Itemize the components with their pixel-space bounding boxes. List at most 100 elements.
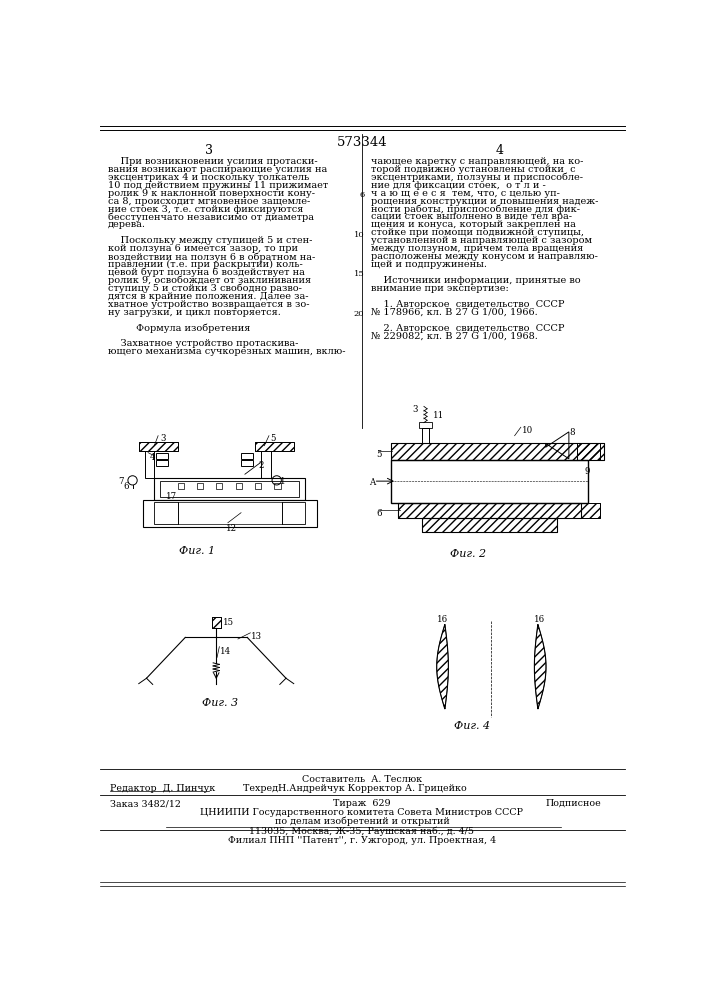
Bar	[235, 483, 242, 489]
Text: хватное устройство возвращается в зо-: хватное устройство возвращается в зо-	[107, 300, 309, 309]
Text: ролик 9, освобождает от заклинивания: ролик 9, освобождает от заклинивания	[107, 276, 311, 285]
Text: внимание при экспертизе:: внимание при экспертизе:	[371, 284, 509, 293]
Text: 15: 15	[223, 618, 233, 627]
Text: эксцентриках 4 и поскольку толкатель: эксцентриках 4 и поскольку толкатель	[107, 173, 309, 182]
Bar	[211, 617, 221, 628]
Text: № 229082, кл. В 27 G 1/00, 1968.: № 229082, кл. В 27 G 1/00, 1968.	[371, 331, 538, 340]
Text: щей и подпружинены.: щей и подпружинены.	[371, 260, 487, 269]
Text: 6: 6	[123, 482, 129, 491]
Bar	[156, 453, 168, 459]
Text: Поскольку между ступицей 5 и стен-: Поскольку между ступицей 5 и стен-	[107, 236, 312, 245]
Bar	[274, 483, 281, 489]
Bar	[154, 502, 177, 524]
Text: 4: 4	[150, 453, 155, 462]
Bar	[160, 481, 299, 497]
Text: Фиг. 1: Фиг. 1	[179, 546, 215, 556]
Bar	[255, 483, 261, 489]
Bar	[421, 518, 557, 532]
Text: 10 под действием пружины 11 прижимает: 10 под действием пружины 11 прижимает	[107, 181, 328, 190]
Text: расположены между конусом и направляю-: расположены между конусом и направляю-	[371, 252, 598, 261]
Text: ролик 9 к наклонной поверхности кону-: ролик 9 к наклонной поверхности кону-	[107, 189, 315, 198]
Text: 8: 8	[569, 428, 575, 437]
Text: бесступенчато независимо от диаметра: бесступенчато независимо от диаметра	[107, 212, 314, 222]
Bar	[580, 503, 600, 518]
Text: Составитель  А. Теслюк: Составитель А. Теслюк	[302, 774, 422, 784]
Text: ч а ю щ е е с я  тем, что, с целью уп-: ч а ю щ е е с я тем, что, с целью уп-	[371, 189, 560, 198]
Text: Захватное устройство протаскива-: Захватное устройство протаскива-	[107, 339, 298, 348]
Text: стойке при помощи подвижной ступицы,: стойке при помощи подвижной ступицы,	[371, 228, 584, 237]
Text: Тираж  629: Тираж 629	[333, 799, 391, 808]
Bar	[398, 503, 580, 518]
Text: вания возникают распирающие усилия на: вания возникают распирающие усилия на	[107, 165, 327, 174]
Text: 12: 12	[226, 524, 237, 533]
Text: 16: 16	[437, 615, 448, 624]
Bar	[139, 442, 177, 451]
Bar	[255, 442, 293, 451]
Text: торой подвижно установлены стойки  с: торой подвижно установлены стойки с	[371, 165, 576, 174]
Text: рощения конструкции и повышения надеж-: рощения конструкции и повышения надеж-	[371, 197, 599, 206]
Bar	[391, 460, 588, 503]
Text: ющего механизма сучкорезных машин, вклю-: ющего механизма сучкорезных машин, вклю-	[107, 347, 345, 356]
Bar	[145, 451, 154, 478]
Bar	[421, 518, 557, 532]
Text: Фиг. 4: Фиг. 4	[454, 721, 490, 731]
Text: При возникновении усилия протаски-: При возникновении усилия протаски-	[107, 157, 317, 166]
Text: цевой бурт ползуна 6 воздействует на: цевой бурт ползуна 6 воздействует на	[107, 268, 305, 277]
Bar	[391, 443, 604, 460]
Bar	[255, 442, 293, 451]
Bar	[241, 453, 253, 459]
Bar	[197, 483, 203, 489]
Text: ну загрузки, и цикл повторяется.: ну загрузки, и цикл повторяется.	[107, 308, 281, 317]
Bar	[156, 460, 168, 466]
Text: 20: 20	[354, 310, 364, 318]
Text: 10: 10	[522, 426, 534, 435]
Text: Формула изобретения: Формула изобретения	[107, 324, 250, 333]
Bar	[577, 443, 600, 460]
Text: кой ползуна 6 имеется зазор, то при: кой ползуна 6 имеется зазор, то при	[107, 244, 298, 253]
Bar	[398, 503, 580, 518]
Text: 573344: 573344	[337, 136, 387, 149]
Text: № 178966, кл. В 27 G 1/00, 1966.: № 178966, кл. В 27 G 1/00, 1966.	[371, 308, 538, 317]
Text: чающее каретку с направляющей, на ко-: чающее каретку с направляющей, на ко-	[371, 157, 583, 166]
Text: дерева.: дерева.	[107, 220, 146, 229]
Text: 6: 6	[377, 509, 382, 518]
Bar	[282, 502, 305, 524]
Text: воздействии на ползун 6 в обратном на-: воздействии на ползун 6 в обратном на-	[107, 252, 315, 262]
Text: 10: 10	[354, 231, 364, 239]
Bar	[421, 428, 429, 443]
Text: 4: 4	[495, 144, 503, 157]
Text: A: A	[369, 478, 375, 487]
Bar	[143, 500, 317, 527]
Text: 5: 5	[271, 434, 276, 443]
Bar	[580, 503, 600, 518]
Bar	[261, 451, 271, 478]
Text: ние стоек 3, т.е. стойки фиксируются: ние стоек 3, т.е. стойки фиксируются	[107, 205, 303, 214]
Bar	[139, 442, 177, 451]
Text: эксцентриками, ползуны и приспособле-: эксцентриками, ползуны и приспособле-	[371, 173, 583, 182]
Text: 13: 13	[251, 632, 262, 641]
Text: 2. Авторское  свидетельство  СССР: 2. Авторское свидетельство СССР	[371, 324, 565, 333]
Text: 5: 5	[377, 450, 382, 459]
Text: по делам изобретений и открытий: по делам изобретений и открытий	[274, 817, 450, 826]
Text: Фиг. 3: Фиг. 3	[202, 698, 238, 708]
Text: 17: 17	[166, 492, 177, 501]
Text: Подписное: Подписное	[546, 799, 602, 808]
Text: 9: 9	[585, 466, 590, 476]
Text: правлении (т.е. при раскрытии) коль-: правлении (т.е. при раскрытии) коль-	[107, 260, 303, 269]
Bar	[216, 483, 223, 489]
Text: 3: 3	[204, 144, 213, 157]
Bar	[577, 443, 600, 460]
Text: 1. Авторское  свидетельство  СССР: 1. Авторское свидетельство СССР	[371, 300, 565, 309]
Text: Филиал ПНП ''Патент'', г. Ужгород, ул. Проектная, 4: Филиал ПНП ''Патент'', г. Ужгород, ул. П…	[228, 836, 496, 845]
Text: ние для фиксации стоек,  о т л и -: ние для фиксации стоек, о т л и -	[371, 181, 546, 190]
Text: 2: 2	[259, 461, 264, 470]
Text: установленной в направляющей с зазором: установленной в направляющей с зазором	[371, 236, 592, 245]
Text: Заказ 3482/12: Заказ 3482/12	[110, 799, 181, 808]
Text: ЦНИИПИ Государственного комитета Совета Министров СССР: ЦНИИПИ Государственного комитета Совета …	[201, 808, 523, 817]
Text: между ползуном, причем тела вращения: между ползуном, причем тела вращения	[371, 244, 583, 253]
Text: 7: 7	[118, 477, 123, 486]
Bar	[154, 478, 305, 500]
Text: са 8, происходит мгновенное защемле-: са 8, происходит мгновенное защемле-	[107, 197, 310, 206]
Text: Источники информации, принятые во: Источники информации, принятые во	[371, 276, 581, 285]
Text: 3: 3	[412, 405, 418, 414]
